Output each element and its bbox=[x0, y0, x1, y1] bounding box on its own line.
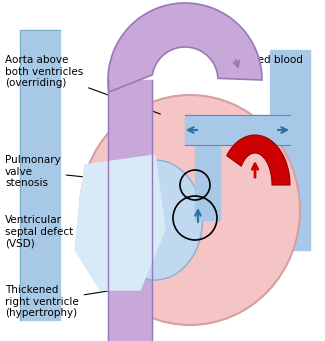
Text: Thickened
right ventricle
(hypertrophy): Thickened right ventricle (hypertrophy) bbox=[5, 285, 142, 318]
Ellipse shape bbox=[108, 160, 202, 280]
Text: Pulmonary
valve
stenosis: Pulmonary valve stenosis bbox=[5, 155, 189, 188]
Polygon shape bbox=[108, 80, 152, 340]
Ellipse shape bbox=[80, 95, 300, 325]
Polygon shape bbox=[185, 115, 290, 145]
Text: Ventricular
septal defect
(VSD): Ventricular septal defect (VSD) bbox=[5, 215, 184, 248]
Polygon shape bbox=[227, 135, 290, 185]
Polygon shape bbox=[195, 145, 220, 220]
Polygon shape bbox=[200, 185, 215, 200]
Polygon shape bbox=[270, 50, 310, 250]
Polygon shape bbox=[108, 3, 262, 92]
Polygon shape bbox=[20, 30, 60, 320]
Text: Mixed blood: Mixed blood bbox=[238, 55, 303, 69]
Polygon shape bbox=[75, 155, 165, 290]
Text: Aorta above
both ventricles
(overriding): Aorta above both ventricles (overriding) bbox=[5, 55, 161, 114]
